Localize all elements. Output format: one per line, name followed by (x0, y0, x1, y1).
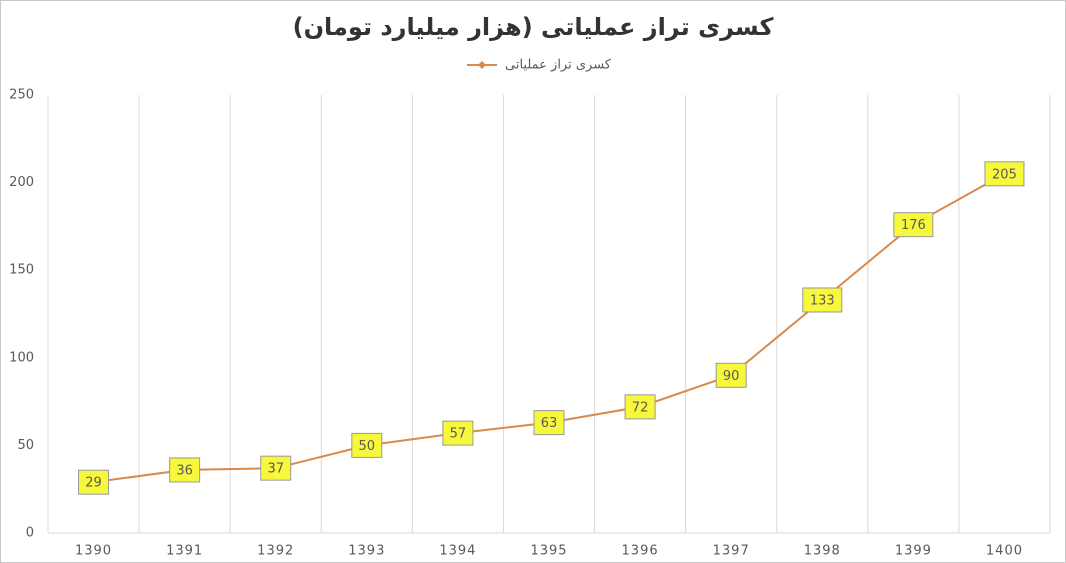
y-tick-label: 100 (9, 350, 34, 365)
y-tick-label: 200 (9, 175, 34, 190)
x-tick-label: 1397 (713, 544, 750, 559)
x-tick-label: 1392 (257, 544, 294, 559)
data-label-box (533, 410, 565, 436)
data-label: 37 (267, 462, 284, 477)
data-label: 205 (992, 167, 1017, 182)
data-label-box (893, 212, 934, 238)
x-tick-label: 1399 (895, 544, 932, 559)
x-tick-label: 1398 (804, 544, 841, 559)
data-label-box (442, 420, 474, 446)
data-label: 72 (632, 400, 649, 415)
data-label-box (715, 362, 747, 388)
data-label: 29 (85, 476, 102, 491)
x-tick-label: 1395 (530, 544, 567, 559)
data-label-box (78, 469, 110, 495)
chart-title: کسری تراز عملیاتی (هزار میلیارد تومان) (293, 13, 774, 41)
y-tick-label: 250 (9, 88, 34, 103)
data-label-box (624, 394, 656, 420)
data-label-box (802, 287, 843, 313)
data-label: 36 (176, 463, 193, 478)
data-label: 90 (723, 369, 740, 384)
data-label: 57 (450, 427, 467, 442)
x-tick-label: 1396 (622, 544, 659, 559)
data-label-box (984, 161, 1025, 187)
data-label: 176 (901, 218, 926, 233)
legend-marker (478, 61, 486, 69)
y-tick-label: 50 (17, 438, 34, 453)
data-label-box (169, 457, 201, 483)
data-label-box (351, 432, 383, 458)
x-tick-label: 1391 (166, 544, 203, 559)
data-label-box (260, 455, 292, 481)
x-tick-label: 1400 (986, 544, 1023, 559)
data-label: 63 (541, 416, 558, 431)
data-label: 50 (359, 439, 376, 454)
y-tick-label: 0 (26, 526, 34, 541)
data-label: 133 (810, 293, 835, 308)
x-tick-label: 1394 (439, 544, 476, 559)
x-tick-label: 1393 (348, 544, 385, 559)
legend-label: کسری تراز عملیاتی (505, 58, 612, 73)
y-tick-label: 150 (9, 263, 34, 278)
x-tick-label: 1390 (75, 544, 112, 559)
